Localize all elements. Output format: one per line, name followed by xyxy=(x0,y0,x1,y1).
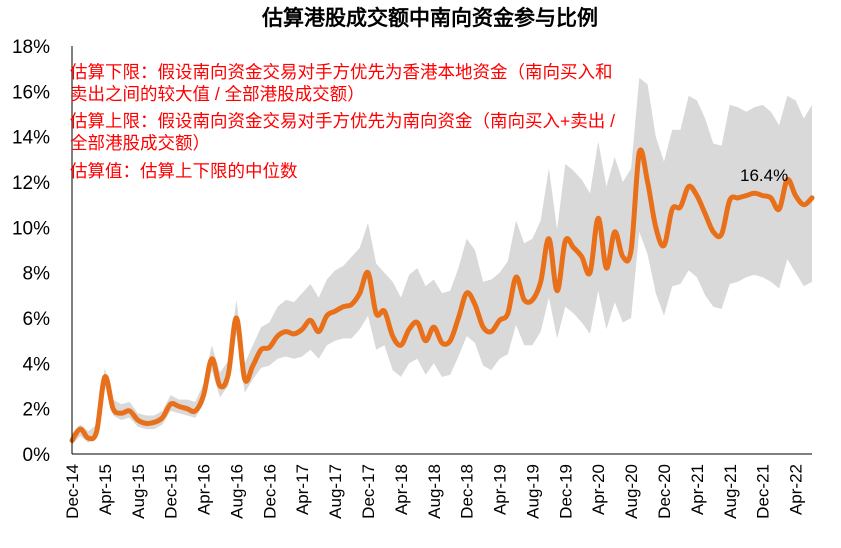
y-tick-label: 16% xyxy=(12,82,50,103)
x-tick-label: Aug-20 xyxy=(622,464,641,519)
x-tick-label: Dec-19 xyxy=(556,464,575,519)
x-tick-label: Apr-20 xyxy=(589,464,608,515)
x-tick-label: Dec-20 xyxy=(655,464,674,519)
median-series-line xyxy=(69,147,815,443)
x-tick-label: Apr-19 xyxy=(491,464,510,515)
x-tick-label: Apr-17 xyxy=(293,464,312,515)
data-label: 16.4% xyxy=(740,166,788,185)
chart-title: 估算港股成交额中南向资金参与比例 xyxy=(261,6,598,30)
x-tick-label: Apr-22 xyxy=(787,464,806,515)
x-tick-label: Dec-16 xyxy=(260,464,279,519)
x-tick-label: Dec-15 xyxy=(162,464,181,519)
annotation-line: 估算值：估算上下限的中位数 xyxy=(70,161,298,181)
x-tick-label: Aug-15 xyxy=(129,464,148,519)
x-tick-label: Dec-14 xyxy=(63,464,82,519)
y-tick-label: 14% xyxy=(12,128,50,149)
x-tick-label: Apr-18 xyxy=(392,464,411,515)
y-tick-label: 18% xyxy=(12,37,50,58)
y-tick-label: 6% xyxy=(23,309,51,330)
y-tick-label: 2% xyxy=(23,400,51,421)
x-tick-label: Dec-21 xyxy=(754,464,773,519)
x-tick-label: Dec-17 xyxy=(359,464,378,519)
x-tick-label: Aug-16 xyxy=(227,464,246,519)
line-layer xyxy=(69,147,815,443)
annotation-line: 估算上限：假设南向资金交易对手方优先为南向资金（南向买入+卖出 / xyxy=(70,111,615,131)
x-tick-label: Apr-16 xyxy=(195,464,214,515)
x-tick-label: Apr-21 xyxy=(688,464,707,515)
x-tick-label: Aug-18 xyxy=(425,464,444,519)
annotation-line: 卖出之间的较大值 / 全部港股成交额） xyxy=(70,84,365,104)
y-tick-label: 12% xyxy=(12,173,50,194)
y-tick-label: 0% xyxy=(23,445,51,466)
x-tick-label: Aug-21 xyxy=(721,464,740,519)
x-tick-label: Apr-15 xyxy=(96,464,115,515)
y-axis: 0% 2% 4% 6% 8% 10% 12% 14% 16% 18% xyxy=(12,37,73,466)
y-tick-label: 10% xyxy=(12,218,50,239)
x-tick-label: Aug-17 xyxy=(326,464,345,519)
annotation-block: 估算下限：假设南向资金交易对手方优先为香港本地资金（南向买入和卖出之间的较大值 … xyxy=(70,62,615,181)
x-tick-label: Aug-19 xyxy=(523,464,542,519)
y-tick-label: 8% xyxy=(23,264,51,285)
annotation-line: 估算下限：假设南向资金交易对手方优先为香港本地资金（南向买入和 xyxy=(70,62,613,82)
y-tick-label: 4% xyxy=(23,354,51,375)
annotation-line: 全部港股成交额） xyxy=(70,133,210,153)
x-axis: Dec-14 Apr-15 Aug-15 Dec-15 Apr-16 Aug-16 Dec-… xyxy=(63,453,812,519)
x-tick-label: Dec-18 xyxy=(458,464,477,519)
